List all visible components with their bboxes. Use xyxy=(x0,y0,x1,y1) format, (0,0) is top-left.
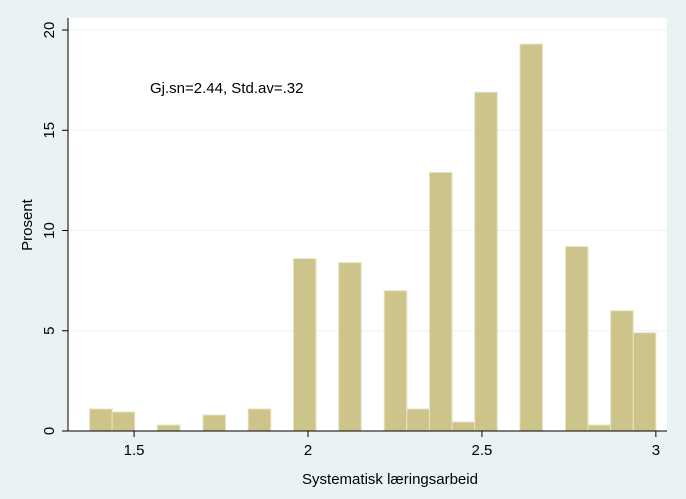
bar xyxy=(89,408,113,432)
bar xyxy=(428,171,453,432)
y-tick-label: 20 xyxy=(41,22,58,39)
bar xyxy=(156,424,181,432)
y-axis-label: Prosent xyxy=(19,198,36,251)
x-tick-label: 2 xyxy=(304,442,312,459)
bar xyxy=(632,332,657,432)
bar xyxy=(111,411,136,432)
x-tick-label: 2.5 xyxy=(472,442,493,459)
bar xyxy=(406,408,430,432)
bar xyxy=(292,258,317,432)
bar xyxy=(451,421,476,432)
bar xyxy=(202,414,227,432)
bar xyxy=(338,262,362,432)
bar xyxy=(519,43,543,432)
bar xyxy=(474,91,498,432)
bar xyxy=(383,290,408,432)
x-tick-label: 3 xyxy=(652,442,660,459)
bar xyxy=(587,424,612,432)
bar xyxy=(564,246,589,432)
x-tick-label: 1.5 xyxy=(124,442,145,459)
x-axis-label: Systematisk læringsarbeid xyxy=(302,471,478,488)
bar xyxy=(247,408,272,432)
y-tick-label: 0 xyxy=(41,427,58,435)
annotation: Gj.sn=2.44, Std.av=.32 xyxy=(150,80,303,97)
bar xyxy=(610,310,634,432)
y-tick-label: 15 xyxy=(41,122,58,139)
y-tick-label: 10 xyxy=(41,222,58,239)
y-tick-label: 5 xyxy=(41,327,58,335)
